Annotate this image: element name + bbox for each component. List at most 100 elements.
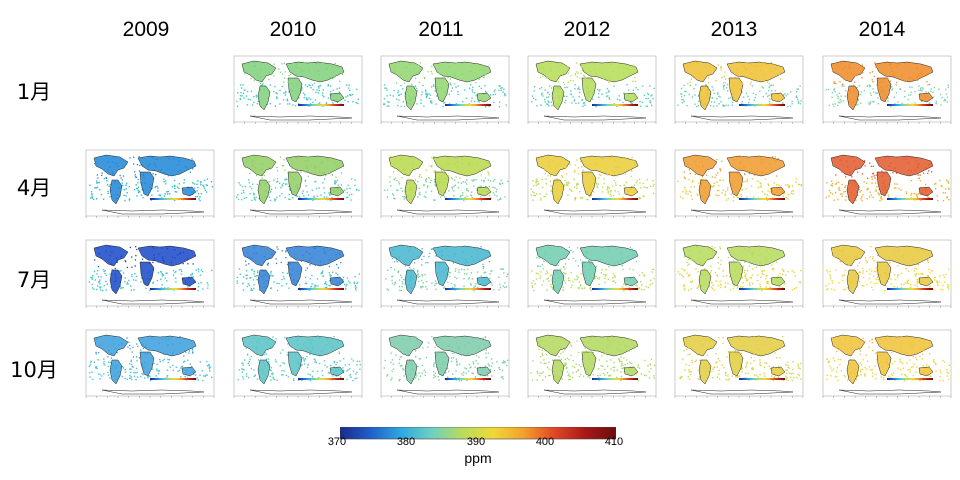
sounding-point xyxy=(877,103,879,105)
sounding-point xyxy=(417,257,419,259)
sounding-point xyxy=(712,377,714,379)
sounding-point xyxy=(252,159,254,161)
sounding-point xyxy=(778,286,781,288)
sounding-point xyxy=(579,77,581,79)
sounding-point xyxy=(836,94,838,96)
sounding-point xyxy=(193,373,195,376)
sounding-point xyxy=(284,196,286,199)
sounding-point xyxy=(501,362,504,364)
sounding-point xyxy=(930,163,932,165)
sounding-point xyxy=(305,282,308,285)
sounding-point xyxy=(183,355,185,357)
sounding-point xyxy=(741,156,743,158)
sounding-point xyxy=(386,105,388,107)
sounding-point xyxy=(457,75,459,78)
sounding-point xyxy=(504,94,506,97)
sounding-point xyxy=(629,268,631,270)
sounding-point xyxy=(455,370,457,372)
sounding-point xyxy=(300,71,302,73)
sounding-point xyxy=(399,365,401,367)
sounding-point xyxy=(444,196,446,198)
sounding-point xyxy=(246,278,248,280)
sounding-point xyxy=(681,274,683,277)
sounding-point xyxy=(800,269,802,272)
sounding-point xyxy=(626,363,629,365)
sounding-point xyxy=(786,369,788,371)
sounding-point xyxy=(292,197,294,199)
sounding-point xyxy=(303,360,305,362)
sounding-point xyxy=(787,364,789,367)
sounding-point xyxy=(412,63,414,65)
sounding-point xyxy=(610,63,612,65)
sounding-point xyxy=(772,267,774,270)
sounding-point xyxy=(874,182,877,184)
sounding-point xyxy=(177,370,179,372)
sounding-point xyxy=(584,78,587,80)
sounding-point xyxy=(683,101,685,103)
sounding-point xyxy=(546,193,548,195)
sounding-point xyxy=(541,353,544,355)
sounding-point xyxy=(332,71,335,73)
sounding-point xyxy=(356,282,358,285)
sounding-point xyxy=(637,366,639,368)
sounding-point xyxy=(565,367,567,369)
sounding-point xyxy=(444,172,446,175)
sounding-point xyxy=(917,279,919,281)
sounding-point xyxy=(588,377,591,379)
sounding-point xyxy=(137,186,140,188)
sounding-point xyxy=(311,347,313,349)
sounding-point xyxy=(304,269,307,271)
sounding-point xyxy=(249,277,251,279)
sounding-point xyxy=(397,159,400,162)
sounding-point xyxy=(124,199,126,202)
sounding-point xyxy=(530,194,532,196)
map-panel-2009-3 xyxy=(72,234,222,319)
sounding-point xyxy=(839,193,842,195)
sounding-point xyxy=(548,105,550,107)
sounding-point xyxy=(501,369,504,372)
sounding-point xyxy=(286,99,288,101)
sounding-point xyxy=(258,81,261,83)
sounding-point xyxy=(91,287,94,289)
sounding-point xyxy=(248,256,251,258)
sounding-point xyxy=(456,342,458,344)
sounding-point xyxy=(916,196,919,199)
sounding-point xyxy=(890,283,893,285)
continent-outline xyxy=(285,245,345,267)
continent-outline xyxy=(181,186,197,197)
sounding-point xyxy=(96,247,99,249)
sounding-point xyxy=(420,287,422,289)
sounding-point xyxy=(273,90,275,93)
sounding-point xyxy=(393,178,395,181)
sounding-point xyxy=(842,255,844,257)
sounding-point xyxy=(151,368,154,370)
sounding-point xyxy=(191,274,193,276)
sounding-point xyxy=(797,101,800,103)
sounding-point xyxy=(191,272,193,275)
sounding-point xyxy=(298,102,300,105)
sounding-point xyxy=(405,67,407,69)
sounding-point xyxy=(501,182,504,185)
sounding-point xyxy=(642,182,644,185)
sounding-point xyxy=(566,183,568,185)
sounding-point xyxy=(158,194,160,196)
sounding-point xyxy=(712,249,714,251)
sounding-point xyxy=(109,166,111,168)
sounding-point xyxy=(424,371,427,373)
sounding-point xyxy=(304,171,307,173)
sounding-point xyxy=(562,176,564,178)
sounding-point xyxy=(434,284,436,287)
sounding-point xyxy=(482,266,484,268)
sounding-point xyxy=(157,272,159,274)
sounding-point xyxy=(553,160,555,162)
sounding-point xyxy=(459,196,462,198)
sounding-point xyxy=(279,89,281,92)
continent-outline xyxy=(404,269,418,295)
sounding-point xyxy=(908,279,910,281)
sounding-point xyxy=(576,185,578,187)
sounding-point xyxy=(471,278,473,280)
sounding-point xyxy=(427,346,429,348)
sounding-point xyxy=(156,368,158,370)
sounding-point xyxy=(724,71,726,73)
sounding-point xyxy=(454,163,456,165)
